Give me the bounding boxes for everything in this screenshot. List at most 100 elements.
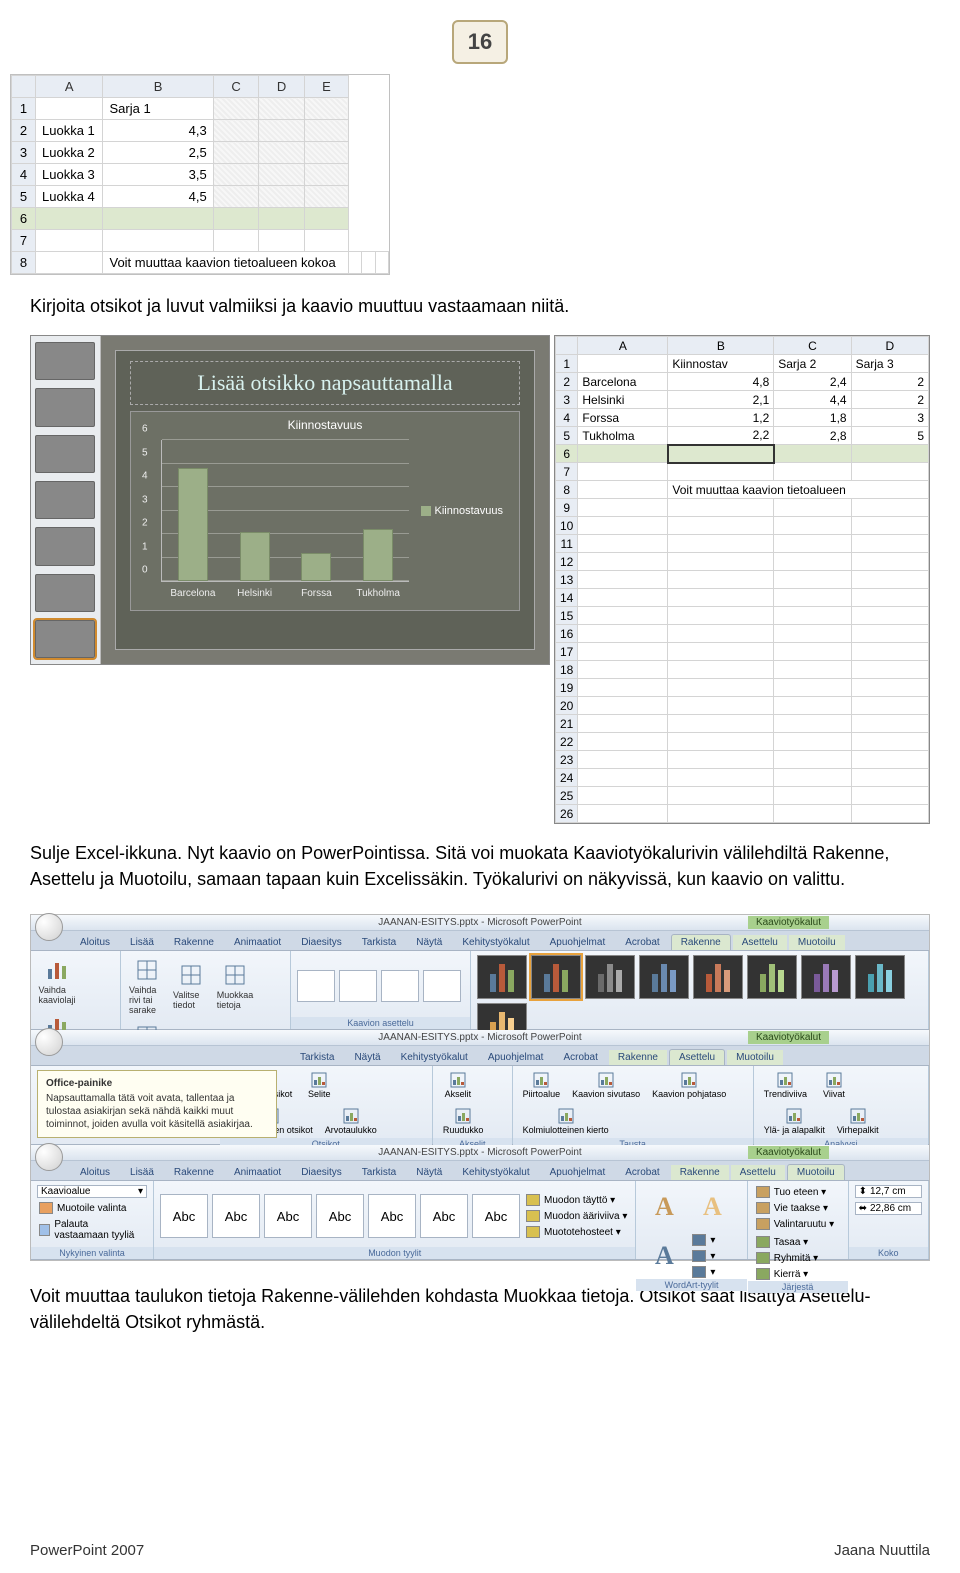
wordart-style-swatch[interactable]: A [642, 1185, 686, 1229]
ribbon-tab[interactable]: Rakenne [165, 1165, 223, 1180]
shape-style-swatch[interactable]: Abc [264, 1194, 312, 1238]
chart-style-swatch[interactable] [477, 955, 527, 999]
size-input[interactable]: ⬌ [855, 1202, 922, 1215]
wordart-dropdown[interactable]: ▾ [690, 1265, 717, 1279]
chart-container[interactable]: Kiinnostavuus 0123456BarcelonaHelsinkiFo… [130, 411, 520, 611]
chart-style-swatch[interactable] [747, 955, 797, 999]
ribbon-button[interactable]: Vaihda kaaviolaji [37, 955, 77, 1007]
ribbon-button[interactable]: Kaavion sivutaso [568, 1070, 644, 1102]
ribbon-tab[interactable]: Acrobat [616, 935, 668, 950]
ribbon-button[interactable]: Ruudukko [439, 1106, 488, 1138]
ribbon-tab[interactable]: Tarkista [353, 935, 405, 950]
ribbon-tab-context[interactable]: Asettelu [731, 1165, 785, 1180]
shape-style-swatch[interactable]: Abc [212, 1194, 260, 1238]
ribbon-tab-context[interactable]: Rakenne [671, 1165, 729, 1180]
wordart-dropdown[interactable]: ▾ [690, 1249, 717, 1263]
chart-style-swatch[interactable] [531, 955, 581, 999]
ribbon-tab-context[interactable]: Asettelu [733, 935, 787, 950]
ribbon-tab[interactable]: Apuohjelmat [541, 935, 615, 950]
arrange-button[interactable]: Tuo eteen ▾ [754, 1185, 836, 1199]
ribbon-tab-context[interactable]: Rakenne [671, 934, 731, 950]
chart-layout-swatch[interactable] [339, 970, 377, 1002]
ribbon-button[interactable]: Viivat [815, 1070, 853, 1102]
slide-thumb[interactable] [35, 481, 95, 519]
ribbon-tab[interactable]: Animaatiot [225, 935, 290, 950]
arrange-button[interactable]: Tasaa ▾ [754, 1235, 820, 1249]
chart-layout-swatch[interactable] [297, 970, 335, 1002]
ribbon-tab[interactable]: Näytä [407, 1165, 451, 1180]
ribbon-tab[interactable]: Acrobat [554, 1050, 606, 1065]
shape-selector-dropdown[interactable]: Kaavioalue▾ [37, 1185, 147, 1198]
wordart-style-swatch[interactable]: A [690, 1185, 734, 1229]
slide-thumb-selected[interactable] [35, 620, 95, 658]
ribbon-button[interactable]: Vaihda rivi tai sarake [127, 955, 167, 1017]
ribbon-button[interactable]: Kaavion pohjataso [648, 1070, 730, 1102]
ribbon-button[interactable]: Akselit [439, 1070, 477, 1102]
ribbon-tab-context[interactable]: Muotoilu [787, 1164, 845, 1180]
chart-layout-swatch[interactable] [381, 970, 419, 1002]
ribbon-button[interactable]: Ylä- ja alapalkit [760, 1106, 829, 1138]
ribbon-tab[interactable]: Näytä [345, 1050, 389, 1065]
shape-style-swatch[interactable]: Abc [316, 1194, 364, 1238]
ribbon-tab-context[interactable]: Asettelu [669, 1049, 725, 1065]
ribbon-tab[interactable]: Tarkista [291, 1050, 343, 1065]
slide-title-placeholder[interactable]: Lisää otsikko napsauttamalla [130, 361, 520, 405]
chart-style-swatch[interactable] [855, 955, 905, 999]
slide-thumb[interactable] [35, 388, 95, 426]
ribbon-button[interactable]: Selite [300, 1070, 338, 1102]
chart-layout-swatch[interactable] [423, 970, 461, 1002]
shape-style-swatch[interactable]: Abc [368, 1194, 416, 1238]
size-input[interactable]: ⬍ [855, 1185, 922, 1198]
shape-style-dropdown[interactable]: Muodon ääriviiva ▾ [524, 1209, 629, 1223]
slide-thumb[interactable] [35, 435, 95, 473]
shape-style-dropdown[interactable]: Muodon täyttö ▾ [524, 1193, 629, 1207]
arrange-button[interactable]: Kierrä ▾ [754, 1267, 820, 1281]
ribbon-tab[interactable]: Rakenne [165, 935, 223, 950]
ribbon-tab[interactable]: Aloitus [71, 1165, 119, 1180]
ribbon-tab[interactable]: Diaesitys [292, 935, 351, 950]
arrange-button[interactable]: Ryhmitä ▾ [754, 1251, 820, 1265]
shape-style-swatch[interactable]: Abc [420, 1194, 468, 1238]
ribbon-button[interactable]: Virhepalkit [833, 1106, 883, 1138]
format-selection-button[interactable]: Muotoile valinta [37, 1201, 128, 1215]
ribbon-button[interactable]: Arvotaulukko [321, 1106, 381, 1138]
ribbon-tab-context[interactable]: Rakenne [609, 1050, 667, 1065]
ribbon-button[interactable]: Trendiviiva [760, 1070, 811, 1102]
ribbon-tab[interactable]: Acrobat [616, 1165, 668, 1180]
ribbon-tab-context[interactable]: Muotoilu [789, 935, 845, 950]
ribbon-tab[interactable]: Animaatiot [225, 1165, 290, 1180]
shape-style-swatch[interactable]: Abc [472, 1194, 520, 1238]
ribbon-tab[interactable]: Diaesitys [292, 1165, 351, 1180]
ribbon-tab[interactable]: Kehitystyökalut [392, 1050, 477, 1065]
chart-style-swatch[interactable] [585, 955, 635, 999]
ribbon-tab[interactable]: Kehitystyökalut [453, 935, 538, 950]
shape-style-swatch[interactable]: Abc [160, 1194, 208, 1238]
ribbon-tab[interactable]: Lisää [121, 935, 163, 950]
ribbon-button[interactable]: Muokkaa tietoja [215, 960, 255, 1012]
dimension-value[interactable] [870, 1203, 918, 1214]
ribbon-button[interactable]: Kolmiulotteinen kierto [519, 1106, 613, 1138]
shape-style-dropdown[interactable]: Muototehosteet ▾ [524, 1225, 629, 1239]
dimension-value[interactable] [870, 1186, 918, 1197]
arrange-button[interactable]: Vie taakse ▾ [754, 1201, 836, 1215]
ribbon-tab[interactable]: Lisää [121, 1165, 163, 1180]
chart-style-swatch[interactable] [801, 955, 851, 999]
ribbon-tab[interactable]: Apuohjelmat [541, 1165, 615, 1180]
arrange-button[interactable]: Valintaruutu ▾ [754, 1217, 836, 1231]
ribbon-tab[interactable]: Aloitus [71, 935, 119, 950]
slide-thumb[interactable] [35, 527, 95, 565]
chart-style-swatch[interactable] [693, 955, 743, 999]
wordart-style-swatch[interactable]: A [642, 1234, 686, 1278]
wordart-dropdown[interactable]: ▾ [690, 1233, 717, 1247]
ribbon-tab-context[interactable]: Muotoilu [727, 1050, 783, 1065]
ribbon-tab[interactable]: Tarkista [353, 1165, 405, 1180]
ribbon-button[interactable]: Valitse tiedot [171, 960, 211, 1012]
ribbon-tab[interactable]: Näytä [407, 935, 451, 950]
ribbon-button[interactable]: Piirtoalue [519, 1070, 565, 1102]
slide-thumb[interactable] [35, 574, 95, 612]
slide-thumb[interactable] [35, 342, 95, 380]
reset-style-button[interactable]: Palauta vastaamaan tyyliä [37, 1218, 147, 1242]
chart-style-swatch[interactable] [639, 955, 689, 999]
ribbon-tab[interactable]: Apuohjelmat [479, 1050, 553, 1065]
ribbon-tab[interactable]: Kehitystyökalut [453, 1165, 538, 1180]
